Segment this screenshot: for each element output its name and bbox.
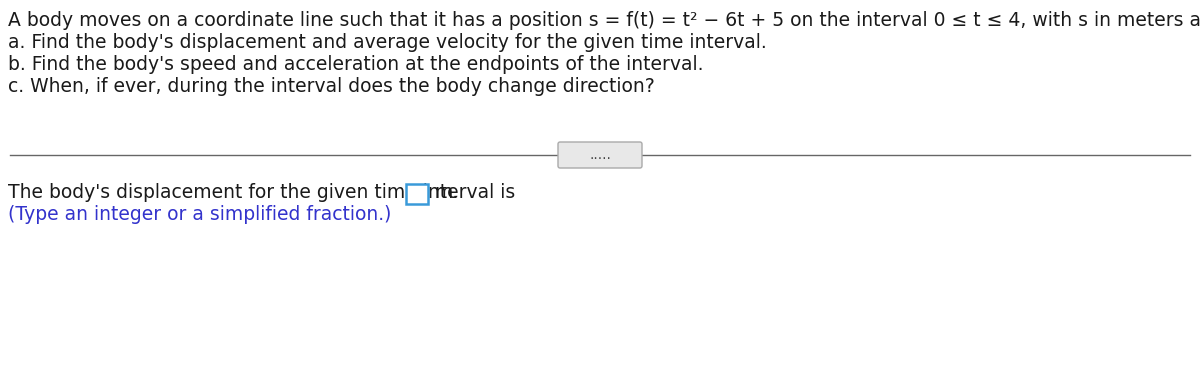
Text: .....: ..... — [589, 148, 611, 162]
FancyBboxPatch shape — [558, 142, 642, 168]
Text: c. When, if ever, during the interval does the body change direction?: c. When, if ever, during the interval do… — [8, 77, 655, 96]
Text: (Type an integer or a simplified fraction.): (Type an integer or a simplified fractio… — [8, 205, 391, 224]
Text: The body's displacement for the given time interval is: The body's displacement for the given ti… — [8, 183, 515, 202]
Text: b. Find the body's speed and acceleration at the endpoints of the interval.: b. Find the body's speed and acceleratio… — [8, 55, 703, 74]
Text: m.: m. — [434, 183, 458, 202]
Text: a. Find the body's displacement and average velocity for the given time interval: a. Find the body's displacement and aver… — [8, 33, 767, 52]
FancyBboxPatch shape — [406, 184, 428, 204]
Text: A body moves on a coordinate line such that it has a position s = f(t) = t² − 6t: A body moves on a coordinate line such t… — [8, 11, 1200, 30]
